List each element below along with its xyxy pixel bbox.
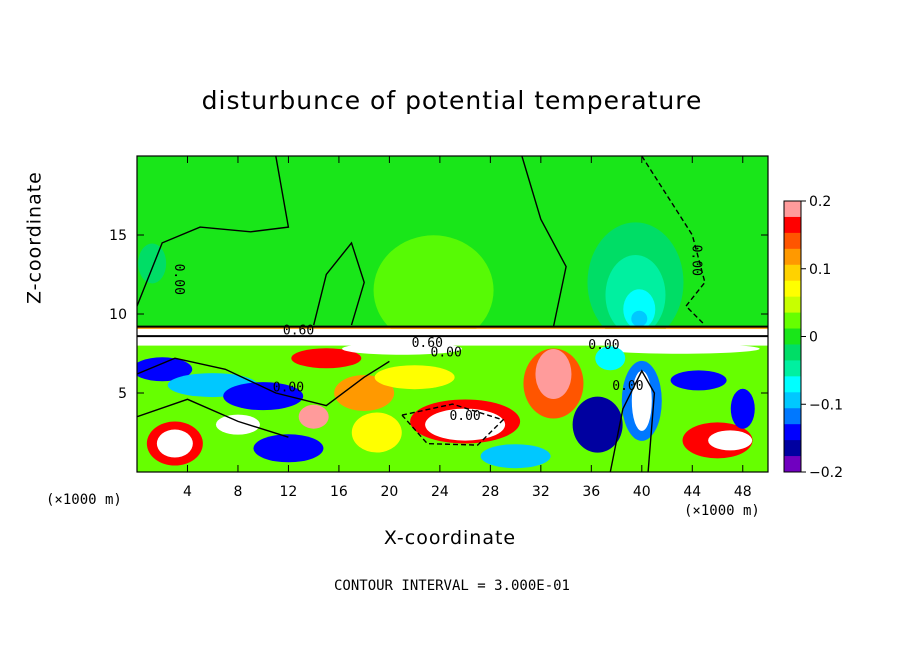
turbulence-patch (535, 349, 572, 400)
x-unit-label-right: (×1000 m) (684, 503, 760, 519)
turbulence-patch (708, 430, 753, 451)
y-tick-label: 15 (109, 228, 127, 244)
contour-label: 0.00 (688, 245, 703, 276)
colorbar-tick-label: −0.2 (809, 465, 843, 481)
colorbar-tick-label: −0.1 (809, 397, 843, 413)
x-tick-label: 44 (683, 484, 701, 500)
turbulence-patch (631, 370, 652, 431)
turbulence-patch (215, 414, 260, 435)
x-tick-label: 8 (233, 484, 242, 500)
cool-anomaly (623, 289, 656, 330)
warm-anomaly (373, 235, 494, 346)
contour-label: 0.00 (273, 380, 304, 395)
turbulence-patch (334, 375, 395, 411)
turbulence-patch (298, 404, 329, 429)
colorbar-segment (784, 232, 801, 250)
turbulence-patch (223, 382, 304, 411)
x-tick-label: 28 (481, 484, 499, 500)
contour-label: 0.60 (283, 324, 314, 339)
colorbar-tick-label: 0.2 (809, 194, 831, 210)
turbulence-patch (156, 429, 193, 458)
inversion-band (137, 329, 768, 348)
colorbar-segment (784, 424, 801, 441)
x-tick-label: 12 (280, 484, 298, 500)
cool-anomaly (138, 243, 167, 284)
turbulence-patch (670, 370, 727, 391)
turbulence-patch (730, 388, 755, 429)
contour-label: 0.00 (612, 379, 643, 394)
turbulence-patch (480, 444, 551, 469)
contour-line (609, 369, 656, 472)
turbulence-patch (374, 365, 455, 390)
colorbar-segment (784, 360, 801, 377)
x-tick-label: 4 (183, 484, 192, 500)
colorbar-segment (784, 376, 801, 393)
y-tick-label: 5 (118, 386, 127, 402)
y-axis-label: Z-coordinate (23, 171, 46, 304)
x-tick-label: 20 (380, 484, 398, 500)
contour-line (137, 156, 290, 307)
colorbar-segment (784, 440, 801, 457)
colorbar-segment (784, 280, 801, 298)
colorbar-segment (784, 216, 801, 234)
x-tick-label: 16 (330, 484, 348, 500)
contour-line (137, 398, 289, 438)
contour-line (137, 357, 390, 407)
field-layer (137, 156, 768, 472)
contour-line (521, 156, 567, 327)
x-tick-label: 24 (431, 484, 449, 500)
colorbar-segment (784, 408, 801, 425)
colorbar-segment (784, 312, 801, 330)
cool-anomaly (631, 310, 648, 327)
turbulence-patch (572, 396, 623, 453)
x-unit-label-left: (×1000 m) (46, 492, 122, 508)
turbulence-patch (137, 357, 193, 382)
contour-label: 0.00 (449, 409, 480, 424)
y-tick-label: 10 (109, 307, 127, 323)
chart-title: disturbunce of potential temperature (201, 86, 703, 115)
colorbar-segment (784, 201, 801, 218)
contour-label: 0.00 (588, 338, 619, 353)
x-tick-label: 40 (633, 484, 651, 500)
contour-line (313, 241, 365, 326)
contour-label: 0.00 (171, 264, 186, 295)
turbulence-patch (253, 434, 324, 463)
colorbar-tick-label: 0.1 (809, 262, 831, 278)
colorbar-segment (784, 456, 801, 473)
colorbar-segment (784, 328, 801, 345)
turbulence-patch (351, 412, 402, 453)
contour-label: 0.60 (412, 336, 443, 351)
turbulence-patch (595, 346, 626, 371)
contour-label: 0.00 (431, 346, 462, 361)
turbulence-patch (342, 342, 463, 355)
turbulence-patch (599, 343, 760, 354)
contour-interval-note: CONTOUR INTERVAL = 3.000E-01 (333, 578, 570, 594)
colorbar-segment (784, 248, 801, 266)
x-axis-label: X-coordinate (383, 527, 517, 549)
contour-line (401, 403, 505, 446)
x-tick-label: 36 (582, 484, 600, 500)
colorbar-segment (784, 264, 801, 282)
colorbar-tick-label: 0 (809, 330, 818, 346)
colorbar-segment (784, 392, 801, 409)
x-tick-label: 48 (734, 484, 752, 500)
turbulence-patch (425, 408, 506, 441)
colorbar-segment (784, 344, 801, 361)
colorbar-segment (784, 296, 801, 314)
x-tick-label: 32 (532, 484, 550, 500)
turbulence-patch (291, 348, 362, 369)
